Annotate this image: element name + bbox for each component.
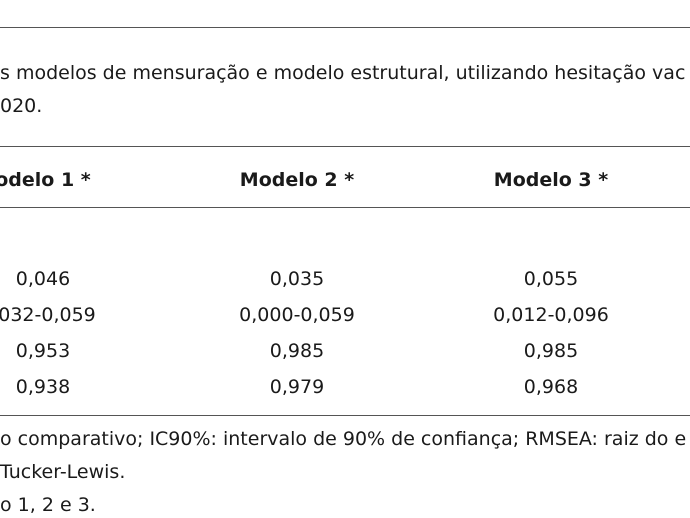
footnote-line-3: o 1, 2 e 3. bbox=[0, 494, 96, 516]
table-cell: 0,968 bbox=[523, 376, 579, 398]
column-header-modelo-2: Modelo 2 * bbox=[239, 169, 355, 191]
caption-line-1: s modelos de mensuração e modelo estrutu… bbox=[0, 62, 686, 84]
table-cell: 0,985 bbox=[269, 340, 325, 362]
table-cell: 0,985 bbox=[523, 340, 579, 362]
top-rule bbox=[0, 27, 690, 28]
header-top-rule bbox=[0, 146, 690, 147]
column-header-modelo-3: Modelo 3 * bbox=[493, 169, 609, 191]
table-bottom-rule bbox=[0, 415, 690, 416]
table-cell: 0,953 bbox=[15, 340, 71, 362]
table-cell: 0,055 bbox=[523, 268, 579, 290]
caption-line-2: 020. bbox=[0, 95, 43, 117]
table-cell: 0,035 bbox=[269, 268, 325, 290]
table-cell: 0,000-0,059 bbox=[239, 304, 355, 326]
table-cell: 0,046 bbox=[15, 268, 71, 290]
header-bottom-rule bbox=[0, 207, 690, 208]
table-cell: 0,012-0,096 bbox=[493, 304, 609, 326]
column-header-modelo-1: odelo 1 * bbox=[0, 169, 91, 191]
table-cell: 0,979 bbox=[269, 376, 325, 398]
footnote-line-2: Tucker-Lewis. bbox=[0, 461, 126, 483]
table-cell: 032-0,059 bbox=[0, 304, 96, 326]
footnote-line-1: o comparativo; IC90%: intervalo de 90% d… bbox=[0, 428, 687, 450]
table-cell: 0,938 bbox=[15, 376, 71, 398]
